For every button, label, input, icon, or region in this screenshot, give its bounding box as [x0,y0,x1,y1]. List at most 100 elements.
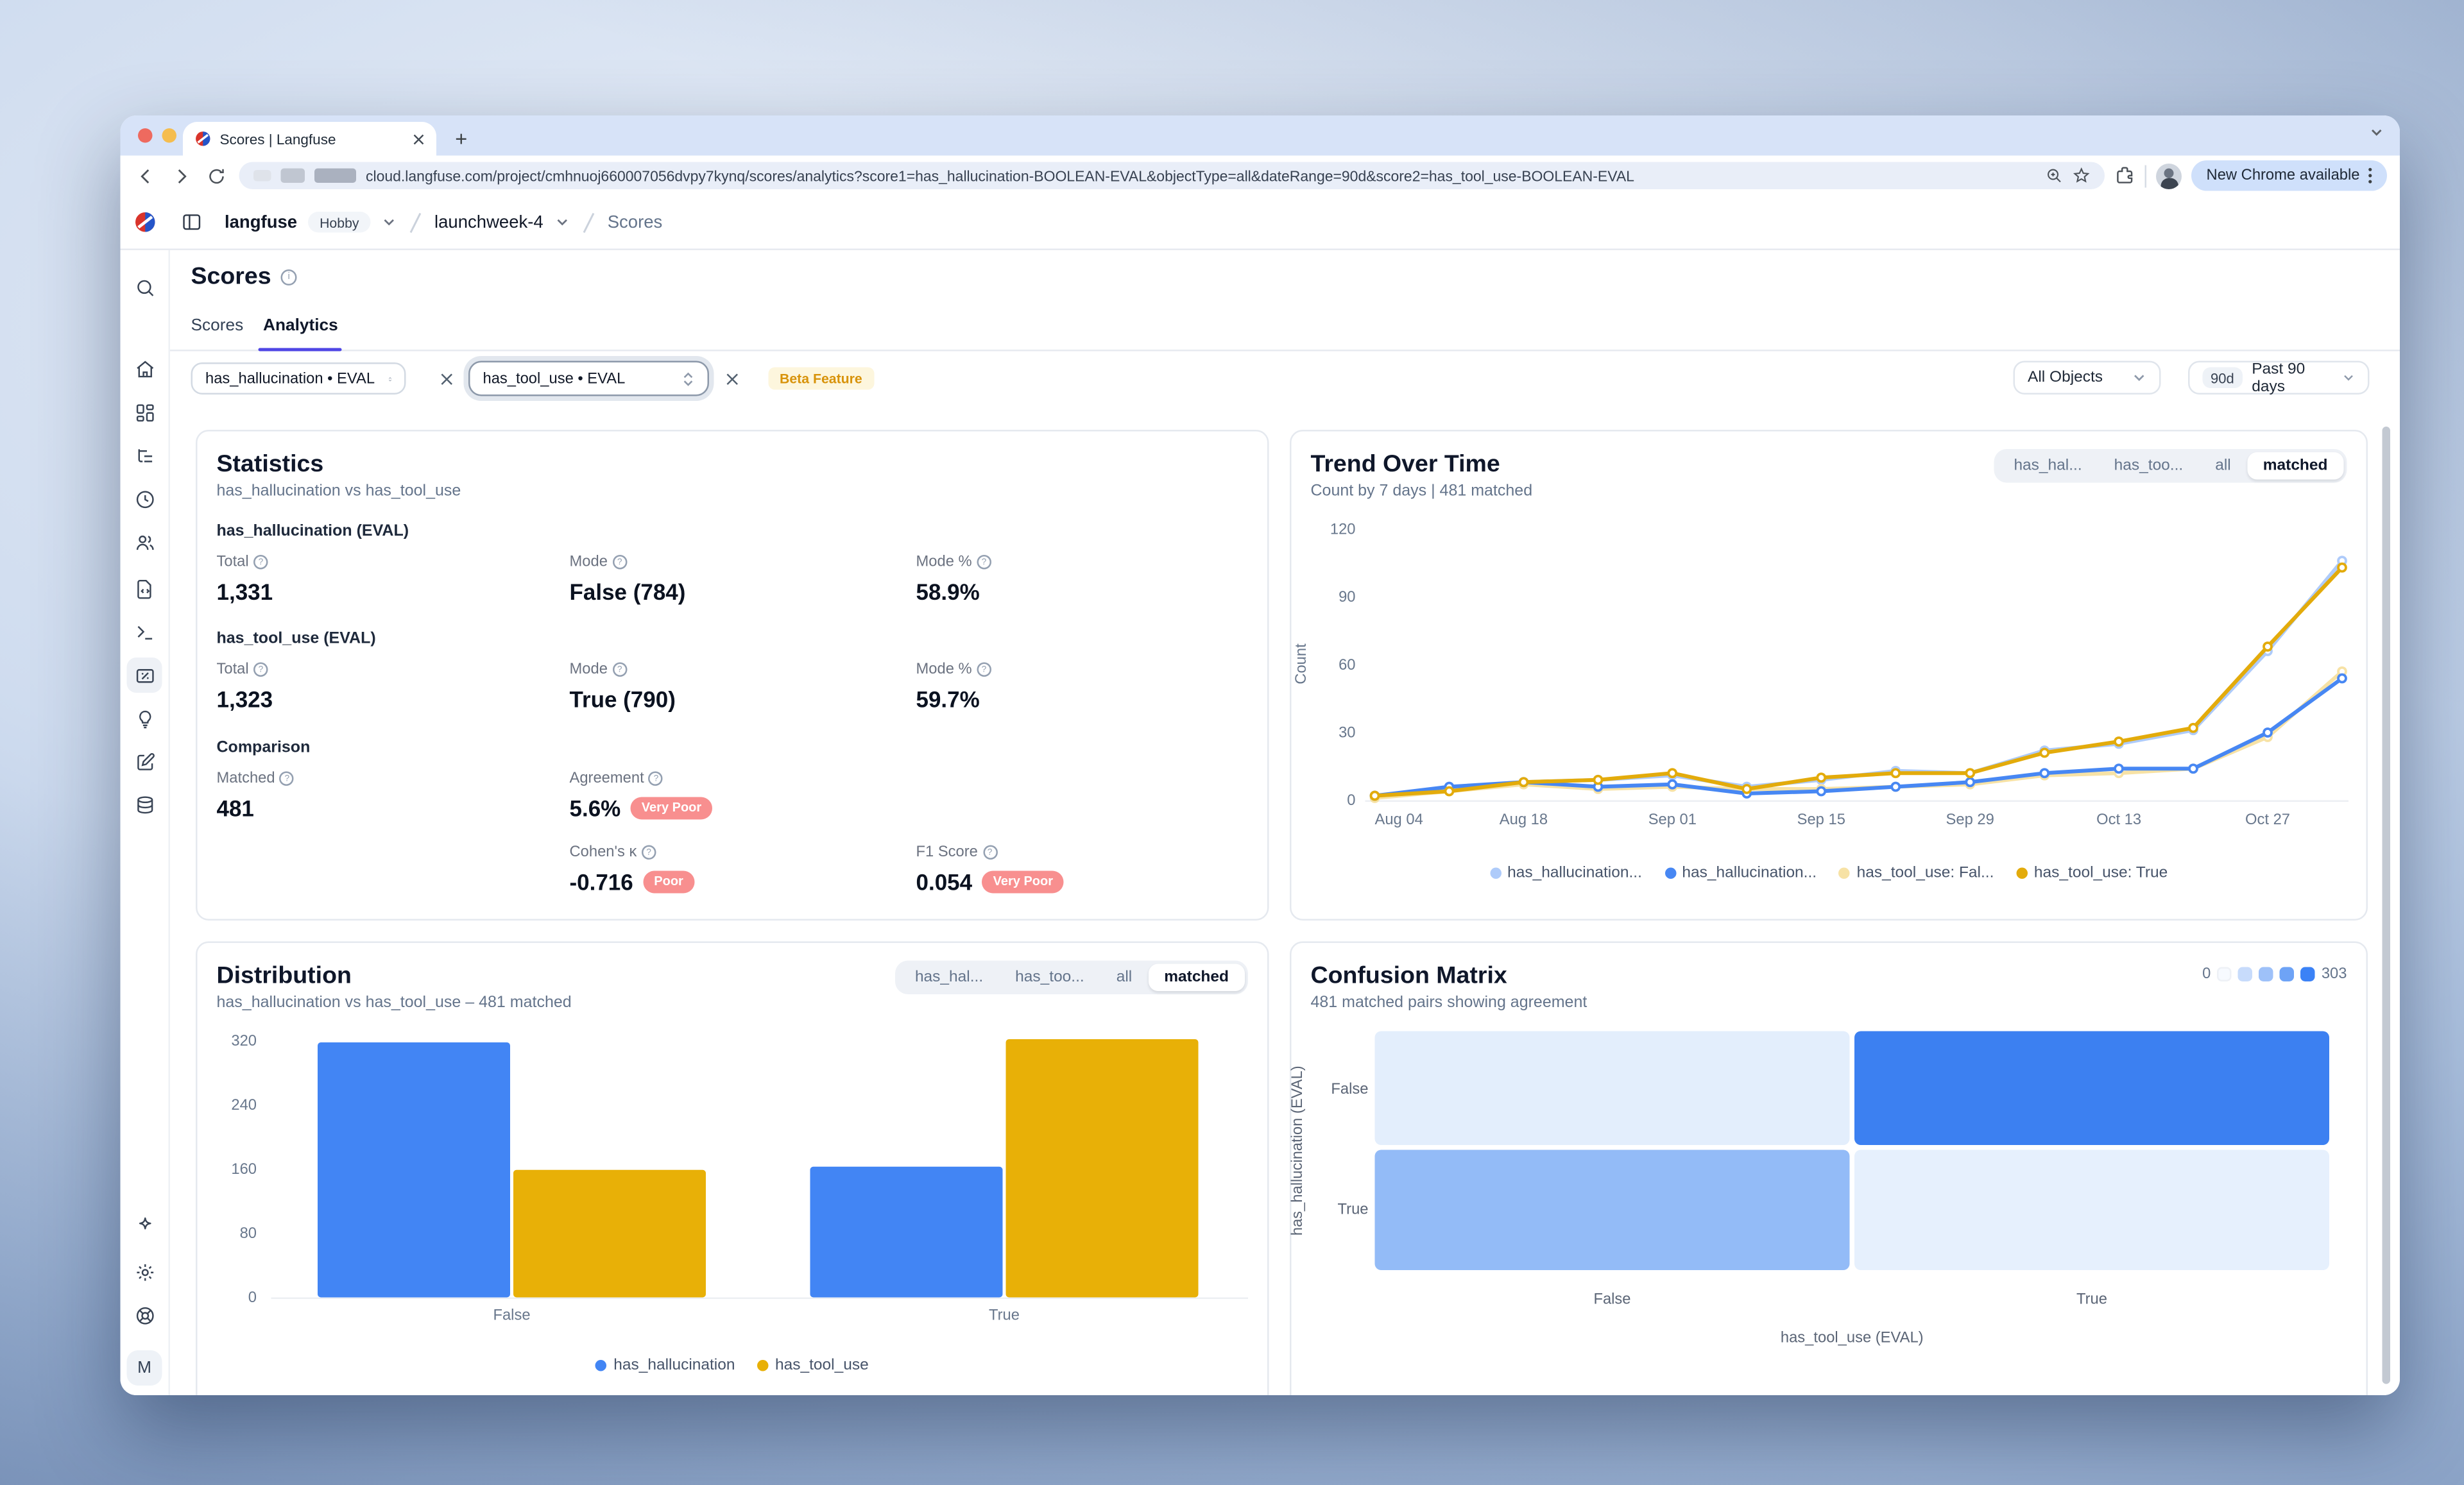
chevron-down-icon[interactable] [382,215,397,230]
legend-label: has_hallucination... [1682,864,1817,883]
close-tab-icon[interactable] [413,132,425,145]
browser-tab[interactable]: Scores | Langfuse [183,122,436,156]
settings-gear-icon[interactable] [127,1254,162,1289]
chevron-down-icon[interactable] [554,215,569,230]
support-lifebuoy-icon[interactable] [127,1298,162,1333]
sidebar-item-annotation[interactable] [127,744,162,779]
help-icon[interactable] [280,771,295,786]
score1-select[interactable]: has_hallucination • EVAL [191,362,406,395]
stat-value: -0.716 [569,869,633,895]
user-avatar[interactable]: M [126,1350,162,1386]
help-icon[interactable] [977,662,991,677]
tab-scores[interactable]: Scores [191,316,244,335]
legend-dot [595,1360,608,1371]
trend-view-tabs: has_hal... has_too... all matched [1994,449,2347,483]
filter-row: has_hallucination • EVAL has_tool_use • … [170,352,2400,408]
tab-analytics[interactable]: Analytics [263,316,338,335]
redacted-chip [314,168,356,183]
sidebar-item-dashboards[interactable] [127,395,162,430]
distribution-view-tabs: has_hal... has_too... all matched [895,960,1248,994]
matrix-cell-false-true[interactable] [1854,1031,2329,1145]
distribution-tab-score1[interactable]: has_hal... [914,969,984,987]
sidebar-item-sessions[interactable] [127,481,162,516]
help-icon[interactable] [612,555,627,570]
svg-text:False: False [493,1307,530,1324]
stat-value: 0.054 [916,869,973,895]
new-tab-button[interactable]: + [455,126,468,151]
bookmark-star-icon[interactable] [2073,167,2091,185]
sidebar-item-tracing[interactable] [127,438,162,473]
sidebar-item-playground[interactable] [127,615,162,650]
langfuse-favicon [196,132,210,146]
sidebar-item-users[interactable] [127,525,162,560]
whats-new-sparkle-icon[interactable] [127,1208,162,1243]
confusion-subtitle: 481 matched pairs showing agreement [1310,994,1587,1012]
stat-matched: Matched 481 [217,770,570,821]
quality-badge: Poor [642,871,695,893]
svg-text:Sep 15: Sep 15 [1797,811,1845,828]
trend-tab-score1[interactable]: has_hal... [2014,457,2082,475]
object-type-select[interactable]: All Objects [2013,361,2161,395]
help-icon[interactable] [982,845,997,860]
help-icon[interactable] [612,662,627,677]
confusion-y-axis-label: has_hallucination (EVAL) [1288,1065,1307,1236]
score2-select[interactable]: has_tool_use • EVAL [468,361,709,396]
extensions-icon[interactable] [2115,165,2136,187]
page-scrollbar[interactable] [2382,427,2390,1384]
scale-min: 0 [2202,965,2211,983]
search-icon[interactable] [127,269,162,305]
legend-dot [2016,867,2028,879]
zoom-page-icon[interactable] [2046,167,2064,185]
stat-label: Mode % [916,553,972,572]
trend-tab-score2[interactable]: has_too... [2114,457,2184,475]
help-icon[interactable] [977,555,991,570]
url-bar[interactable]: cloud.langfuse.com/project/cmhnuoj660007… [239,162,2106,189]
breadcrumb-project[interactable]: launchweek-4 [434,212,543,232]
profile-avatar[interactable] [2157,162,2183,189]
update-chrome-button[interactable]: New Chrome available [2192,160,2387,191]
sidebar-item-home[interactable] [127,352,162,387]
svg-text:0: 0 [248,1289,257,1306]
logo-cell [121,210,169,235]
reload-button[interactable] [204,163,230,189]
close-window-button[interactable] [138,128,153,143]
stat-mode-pct: Mode % 58.9% [916,554,1249,605]
date-range-select[interactable]: 90d Past 90 days [2188,360,2370,395]
distribution-tab-all[interactable]: all [1116,969,1133,987]
forward-button[interactable] [169,163,194,189]
sidebar-item-prompts[interactable] [127,571,162,606]
kebab-menu-icon[interactable] [2368,167,2373,185]
help-icon[interactable] [649,771,663,786]
minimize-window-button[interactable] [162,128,176,143]
trend-card: Trend Over Time Count by 7 days | 481 ma… [1290,430,2368,921]
breadcrumb-org[interactable]: langfuse [225,212,298,232]
trend-tab-all[interactable]: all [2215,457,2231,475]
page-tabs: Scores Analytics [170,314,2400,352]
sidebar-item-evaluation[interactable] [127,701,162,736]
sidebar-toggle-icon[interactable] [182,212,203,233]
stat-label: Agreement [569,770,644,788]
beta-feature-badge: Beta Feature [768,367,874,390]
distribution-tab-matched[interactable]: matched [1148,963,1245,991]
sidebar-item-datasets[interactable] [127,788,162,823]
matrix-cell-false-false[interactable] [1374,1031,1850,1145]
sidebar-item-scores[interactable] [126,658,162,693]
tab-search-icon[interactable] [2370,119,2384,148]
svg-text:90: 90 [1339,588,1355,606]
matrix-cell-true-false[interactable] [1374,1150,1850,1270]
remove-score1-button[interactable] [436,369,456,388]
matrix-cell-true-true[interactable] [1854,1150,2329,1270]
svg-text:True: True [989,1307,1020,1324]
distribution-tab-score2[interactable]: has_too... [1015,969,1084,987]
score2-value: has_tool_use • EVAL [483,369,626,387]
back-button[interactable] [133,163,159,189]
svg-text:Count: Count [1292,643,1310,684]
confusion-color-scale: 0 303 [2202,965,2347,983]
page-title: Scores [191,263,271,291]
help-icon[interactable] [253,662,268,677]
info-icon[interactable] [280,268,297,285]
help-icon[interactable] [641,845,656,860]
remove-score2-button[interactable] [722,369,741,388]
help-icon[interactable] [253,555,268,570]
trend-tab-matched[interactable]: matched [2246,452,2344,480]
